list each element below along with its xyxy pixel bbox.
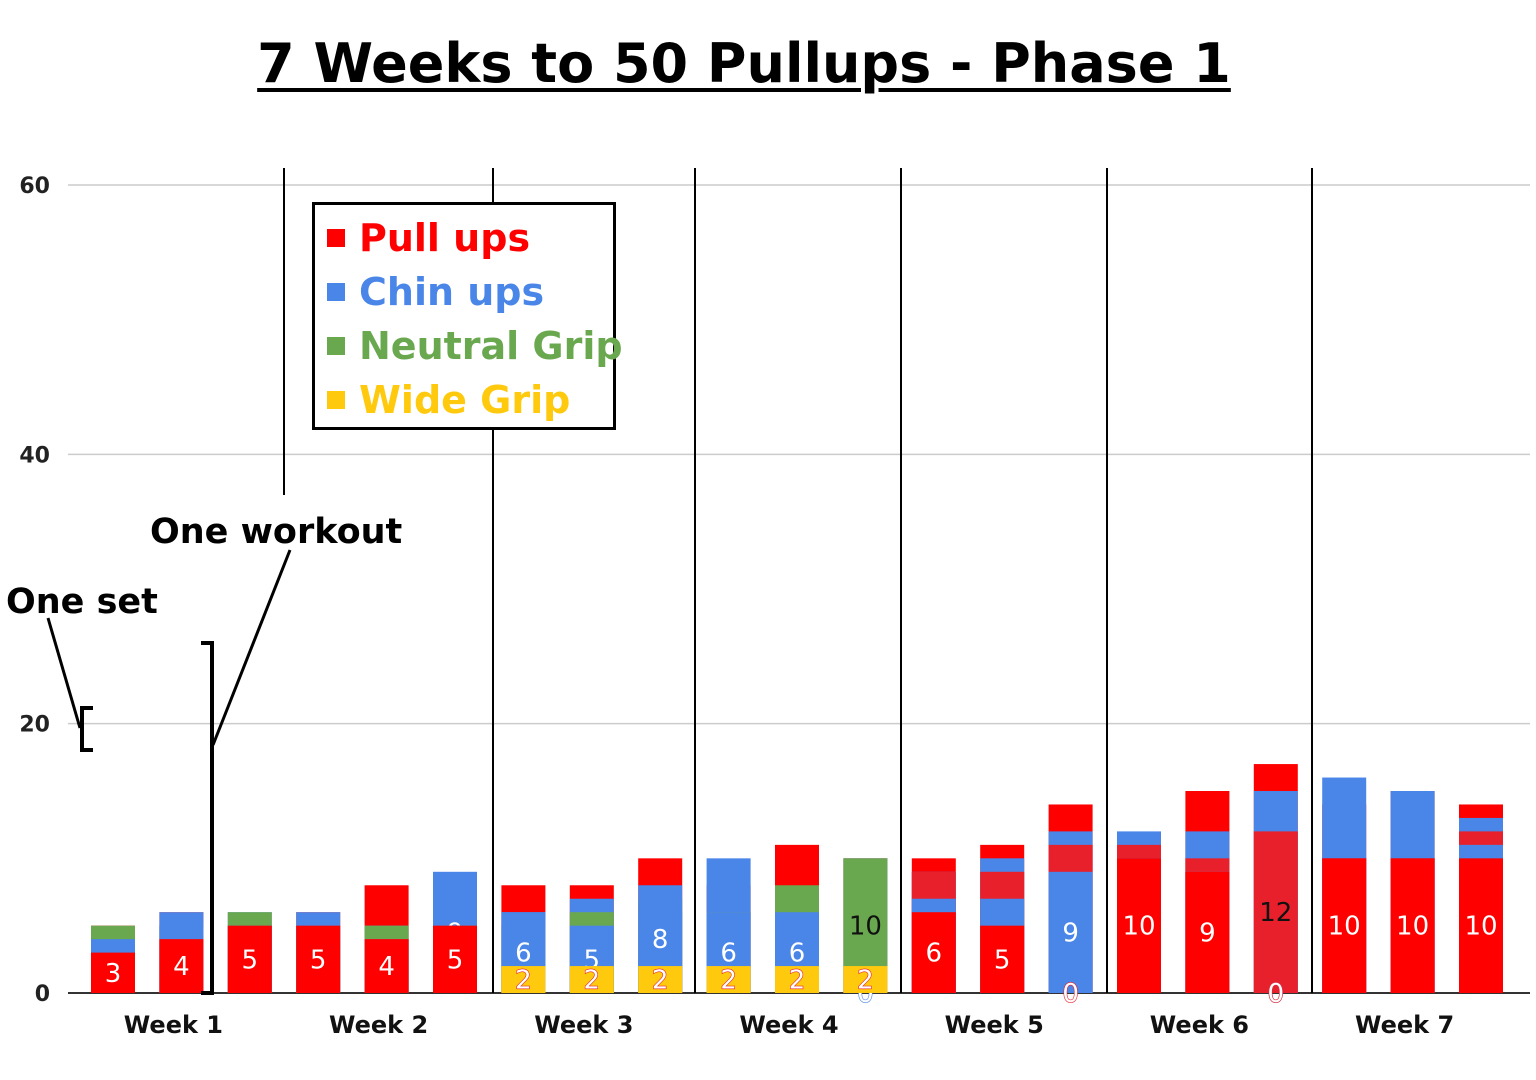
legend: Pull ups Chin ups Neutral Grip Wide Grip	[312, 202, 623, 430]
legend-swatch	[327, 337, 345, 355]
bar-segment	[227, 925, 272, 993]
bar-segment	[159, 939, 204, 993]
data-label: 2	[584, 966, 601, 996]
data-label: 2	[652, 966, 669, 996]
data-label: 2	[515, 966, 532, 996]
data-label: 10	[1328, 912, 1361, 942]
bar-segment	[296, 925, 341, 993]
bar-segment	[911, 912, 956, 993]
data-label: 5	[310, 945, 327, 975]
bar-segment	[1253, 831, 1298, 993]
y-tick-label: 20	[19, 713, 50, 738]
legend-swatch	[327, 229, 345, 247]
data-label: 9	[1062, 918, 1079, 948]
bar-segment	[775, 966, 819, 993]
data-label: 9	[1199, 918, 1216, 948]
data-label: 4	[173, 952, 190, 982]
bar-segment	[1390, 858, 1435, 993]
chart-title: 7 Weeks to 50 Pullups - Phase 1	[257, 32, 1231, 95]
bar-segment	[433, 925, 477, 993]
y-tick-label: 60	[19, 174, 50, 199]
data-label: 10	[1122, 912, 1155, 942]
data-label: 6	[515, 939, 532, 969]
data-label: 6	[720, 939, 737, 969]
bar-segment	[569, 966, 614, 993]
data-label: 10	[849, 912, 882, 942]
legend-item: Wide Grip	[327, 375, 570, 425]
bar-segment	[1048, 871, 1093, 993]
data-label: 10	[1464, 912, 1497, 942]
data-label: 0	[1062, 979, 1079, 1009]
x-tick-label: Week 7	[1355, 1011, 1454, 1039]
data-label: 0	[1268, 979, 1285, 1009]
legend-item: Neutral Grip	[327, 321, 623, 371]
legend-label: Wide Grip	[359, 378, 571, 422]
annotation-one-set: One set	[6, 582, 158, 622]
bar-segment	[638, 966, 683, 993]
x-tick-label: Week 1	[124, 1011, 223, 1039]
data-label: 2	[857, 966, 874, 996]
legend-item: Chin ups	[327, 267, 544, 317]
data-label: 6	[926, 939, 943, 969]
x-tick-label: Week 4	[739, 1011, 838, 1039]
bar-segment	[364, 939, 409, 993]
data-label: 8	[652, 925, 669, 955]
data-label: 5	[447, 945, 464, 975]
bar-segment	[706, 966, 751, 993]
data-label: 5	[994, 945, 1011, 975]
data-label: 2	[720, 966, 737, 996]
data-label: 12	[1259, 898, 1292, 928]
x-tick-label: Week 3	[534, 1011, 633, 1039]
legend-swatch	[327, 391, 345, 409]
one-workout-pointer	[211, 549, 292, 746]
bar-segment	[1117, 858, 1161, 993]
data-label: 6	[789, 939, 806, 969]
data-label: 3	[105, 959, 122, 989]
data-label: 4	[378, 952, 395, 982]
annotation-one-workout: One workout	[150, 512, 403, 552]
legend-label: Neutral Grip	[359, 324, 623, 368]
legend-swatch	[327, 283, 345, 301]
x-tick-label: Week 6	[1150, 1011, 1249, 1039]
bar-segment	[1459, 858, 1503, 993]
bar-segment	[1322, 858, 1367, 993]
bar-segment	[980, 925, 1025, 993]
one-set-bracket	[80, 706, 93, 752]
legend-label: Chin ups	[359, 270, 545, 314]
data-label: 5	[242, 945, 259, 975]
bar-segment	[843, 966, 888, 993]
one-set-pointer	[46, 617, 82, 729]
data-label: 10	[1396, 912, 1429, 942]
x-tick-label: Week 2	[329, 1011, 428, 1039]
y-tick-label: 40	[19, 443, 50, 468]
one-workout-bracket	[201, 641, 214, 995]
legend-item: Pull ups	[327, 213, 530, 263]
legend-label: Pull ups	[359, 216, 531, 260]
bar-segment	[501, 966, 546, 993]
data-label: 0	[1268, 979, 1285, 1009]
data-label: 2	[789, 966, 806, 996]
x-tick-label: Week 5	[945, 1011, 1044, 1039]
bar-segment	[91, 952, 135, 993]
y-tick-label: 0	[35, 982, 50, 1007]
bar-segment	[1185, 871, 1230, 993]
